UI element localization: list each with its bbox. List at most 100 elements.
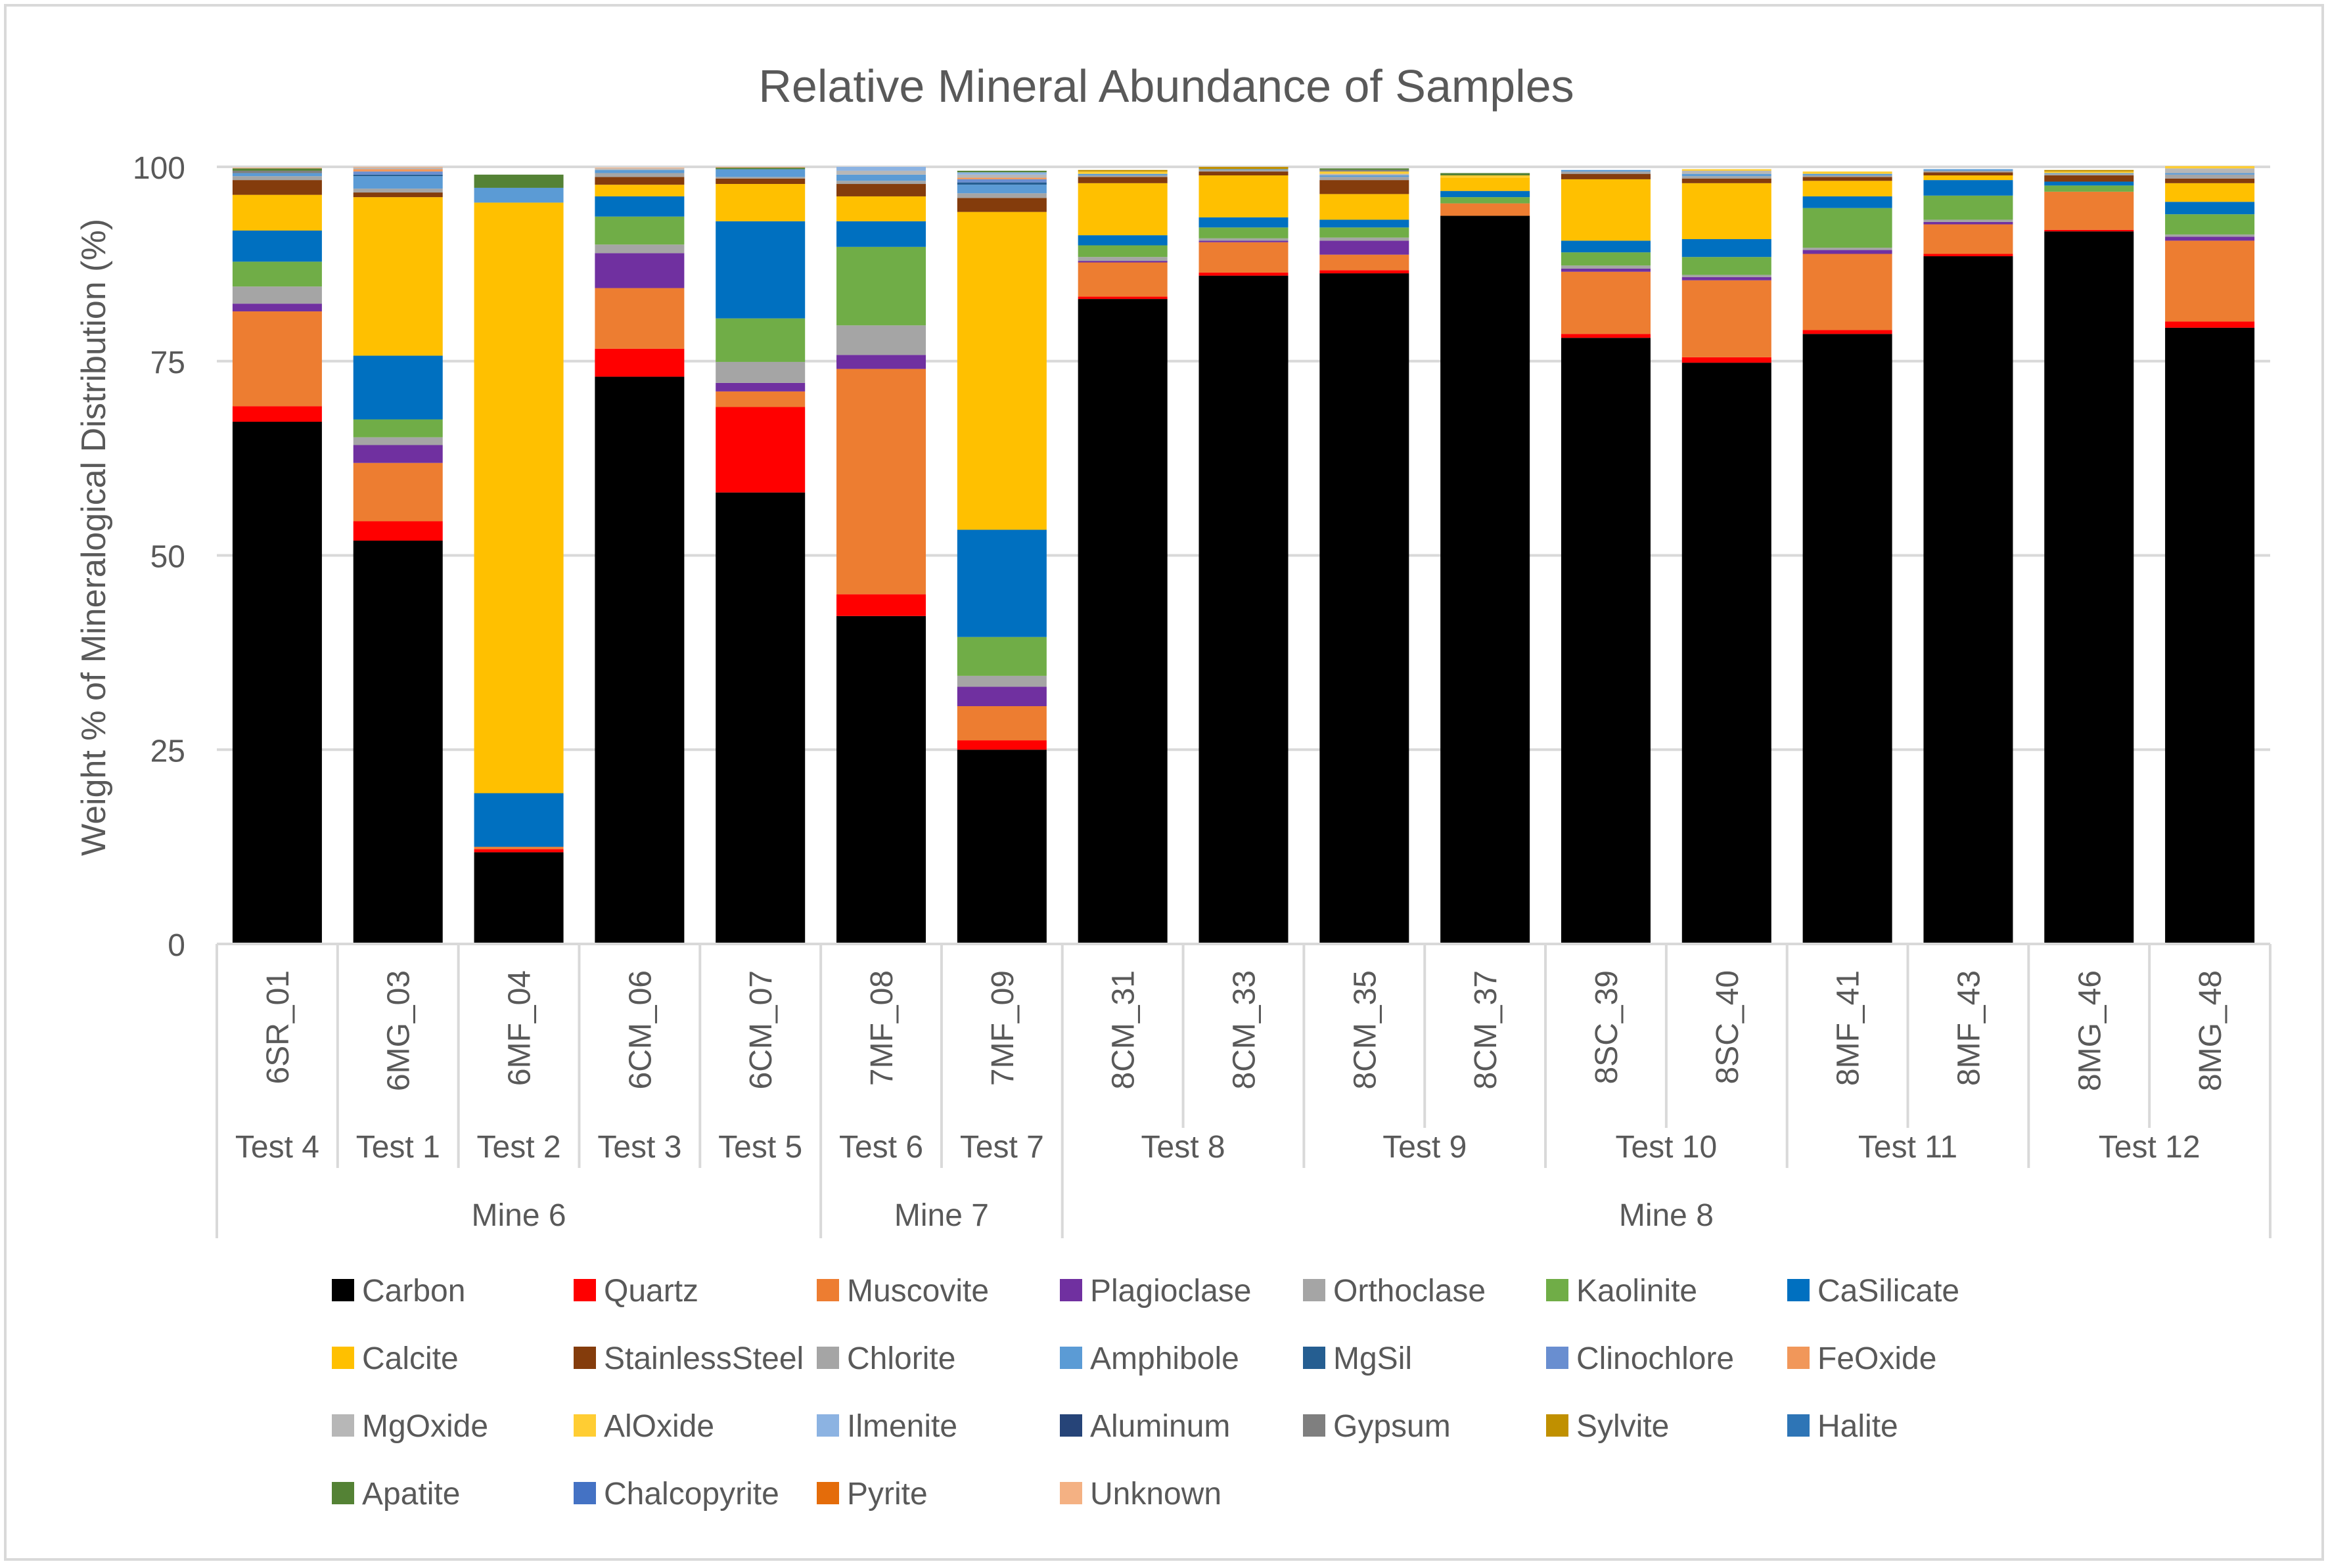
x-mine-label: Mine 7 (894, 1198, 989, 1233)
bar-segment-stainlesssteel (836, 184, 926, 196)
legend-label: MgSil (1333, 1341, 1412, 1376)
bar-segment-calcite (1319, 194, 1409, 220)
legend-label: Plagioclase (1090, 1274, 1251, 1309)
legend-swatch (332, 1414, 354, 1437)
bar-segment-mgoxide (1319, 173, 1409, 176)
bar-segment-stainlesssteel (1198, 171, 1289, 176)
legend-item: Aluminum (1060, 1409, 1230, 1444)
x-test-label: Test 1 (356, 1130, 440, 1165)
x-test-label: Test 3 (597, 1130, 681, 1165)
x-category-label: 8SC_39 (1589, 970, 1624, 1084)
bar-segment-casilicate (1078, 235, 1168, 246)
bar-segment-kaolinite (1440, 197, 1530, 204)
legend-item: Ilmenite (817, 1409, 957, 1444)
x-category-label: 8MG_48 (2193, 970, 2228, 1091)
bar-stack (1923, 169, 2013, 944)
bar-segment-kaolinite (957, 637, 1047, 676)
bar-stack (1319, 168, 1409, 944)
bar-segment-aloxide (2165, 166, 2255, 169)
bar-segment-muscovite (1319, 254, 1409, 271)
legend-swatch (332, 1279, 354, 1301)
bar-segment-casilicate (716, 221, 806, 319)
bar-segment-feoxide (353, 169, 443, 172)
bar-segment-chlorite (1681, 176, 1771, 179)
legend-label: Gypsum (1333, 1409, 1451, 1444)
bar-segment-casilicate (1802, 196, 1892, 208)
x-category-label: 8SC_40 (1710, 970, 1745, 1084)
bar-stack (595, 168, 685, 944)
bar-segment-kaolinite (716, 318, 806, 362)
bar-segment-chlorite (1923, 170, 2013, 173)
bar-segment-casilicate (2165, 202, 2255, 215)
bar-segment-calcite (1440, 177, 1530, 191)
bar-stack (1440, 173, 1530, 944)
bar-segment-carbon (1440, 215, 1530, 944)
bar-segment-mgoxide (353, 168, 443, 169)
bar-stack (353, 167, 443, 944)
bar-segment-unknown (353, 167, 443, 168)
bar-segment-calcite (836, 196, 926, 221)
bar-segment-gypsum (232, 170, 322, 173)
bar-segment-amphibole (232, 173, 322, 177)
y-axis-ticks: 0 25 50 75 100 (133, 151, 185, 963)
bar-segment-amphibole (595, 169, 685, 173)
x-mine-label: Mine 6 (472, 1198, 566, 1233)
bar-segment-sylvite (1198, 167, 1289, 169)
bar-segment-chlorite (1561, 171, 1651, 174)
bar-segment-aloxide (1078, 171, 1168, 174)
legend-item: Amphibole (1060, 1341, 1239, 1376)
bar-segment-stainlesssteel (957, 198, 1047, 212)
bar-segment-orthoclase (1198, 238, 1289, 241)
x-test-label: Test 2 (477, 1130, 561, 1165)
bar-segment-muscovite (2165, 240, 2255, 322)
legend-label: Muscovite (847, 1274, 989, 1309)
y-tick-label: 0 (168, 928, 185, 963)
bar-segment-kaolinite (595, 216, 685, 245)
x-mine-label: Mine 8 (1619, 1198, 1714, 1233)
bar-segment-amphibole (1923, 169, 2013, 171)
bar-segment-stainlesssteel (1078, 177, 1168, 183)
bar-segment-casilicate (1198, 217, 1289, 228)
bar-segment-calcite (1198, 175, 1289, 217)
bar-segment-carbon (957, 750, 1047, 944)
bar-stack (836, 167, 926, 944)
legend-item: Sylvite (1546, 1409, 1669, 1444)
bar-segment-calcite (957, 212, 1047, 530)
bar-segment-orthoclase (1802, 248, 1892, 250)
bar-segment-sylvite (2044, 169, 2134, 172)
bar-segment-quartz (353, 521, 443, 541)
y-tick-label: 25 (150, 734, 185, 769)
legend-item: AlOxide (574, 1409, 714, 1444)
bar-segment-amphibole (1681, 173, 1771, 177)
x-category-label: 7MF_09 (986, 970, 1020, 1086)
bar-segment-chlorite (1802, 175, 1892, 177)
bar-segment-apatite (474, 174, 564, 188)
legend-label: AlOxide (604, 1409, 714, 1444)
bar-segment-orthoclase (1319, 237, 1409, 241)
bar-segment-plagioclase (2165, 236, 2255, 241)
bar-segment-calcite (474, 202, 564, 794)
legend-swatch (1303, 1347, 1325, 1369)
bar-segment-stainlesssteel (595, 177, 685, 185)
bar-segment-quartz (1923, 254, 2013, 257)
bar-segment-chlorite (1319, 177, 1409, 181)
bar-segment-kaolinite (836, 246, 926, 326)
legend-swatch (1060, 1414, 1082, 1437)
legend-label: Apatite (362, 1477, 460, 1512)
legend-item: CaSilicate (1787, 1274, 1959, 1309)
legend-swatch (332, 1482, 354, 1504)
bar-segment-kaolinite (1802, 208, 1892, 248)
x-category-label: 6MF_04 (503, 970, 537, 1086)
bar-segment-amphibole (2165, 173, 2255, 175)
bar-segment-amphibole (1319, 175, 1409, 177)
bar-segment-kaolinite (232, 261, 322, 287)
bar-stack (1681, 169, 1771, 944)
legend-item: Quartz (574, 1274, 698, 1309)
legend-label: Pyrite (847, 1477, 928, 1512)
bar-segment-plagioclase (716, 382, 806, 392)
legend-swatch (817, 1279, 839, 1301)
legend-item: Kaolinite (1546, 1274, 1697, 1309)
legend-swatch (1787, 1414, 1810, 1437)
